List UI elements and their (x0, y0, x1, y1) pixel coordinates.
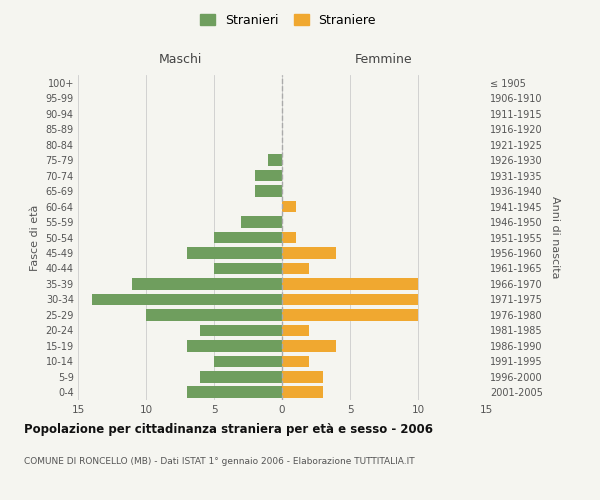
Bar (282, 324, 309, 336)
Bar (241, 216, 282, 228)
Bar (282, 247, 337, 259)
Bar (255, 170, 282, 181)
Bar (282, 200, 296, 212)
Bar (200, 324, 282, 336)
Bar (282, 232, 296, 243)
Bar (282, 371, 323, 382)
Bar (282, 340, 337, 351)
Bar (282, 356, 309, 367)
Bar (187, 247, 282, 259)
Bar (187, 340, 282, 351)
Bar (282, 386, 323, 398)
Bar (255, 186, 282, 197)
Text: Maschi: Maschi (158, 52, 202, 66)
Y-axis label: Anni di nascita: Anni di nascita (550, 196, 560, 279)
Legend: Stranieri, Straniere: Stranieri, Straniere (195, 8, 381, 32)
Bar (92, 294, 282, 305)
Bar (133, 278, 282, 289)
Text: Popolazione per cittadinanza straniera per età e sesso - 2006: Popolazione per cittadinanza straniera p… (24, 422, 433, 436)
Bar (282, 309, 418, 320)
Bar (214, 262, 282, 274)
Bar (268, 154, 282, 166)
Bar (282, 278, 418, 289)
Bar (214, 232, 282, 243)
Bar (214, 356, 282, 367)
Y-axis label: Fasce di età: Fasce di età (30, 204, 40, 270)
Text: COMUNE DI RONCELLO (MB) - Dati ISTAT 1° gennaio 2006 - Elaborazione TUTTITALIA.I: COMUNE DI RONCELLO (MB) - Dati ISTAT 1° … (24, 458, 415, 466)
Text: Femmine: Femmine (355, 52, 413, 66)
Bar (200, 371, 282, 382)
Bar (187, 386, 282, 398)
Bar (146, 309, 282, 320)
Bar (282, 294, 418, 305)
Bar (282, 262, 309, 274)
